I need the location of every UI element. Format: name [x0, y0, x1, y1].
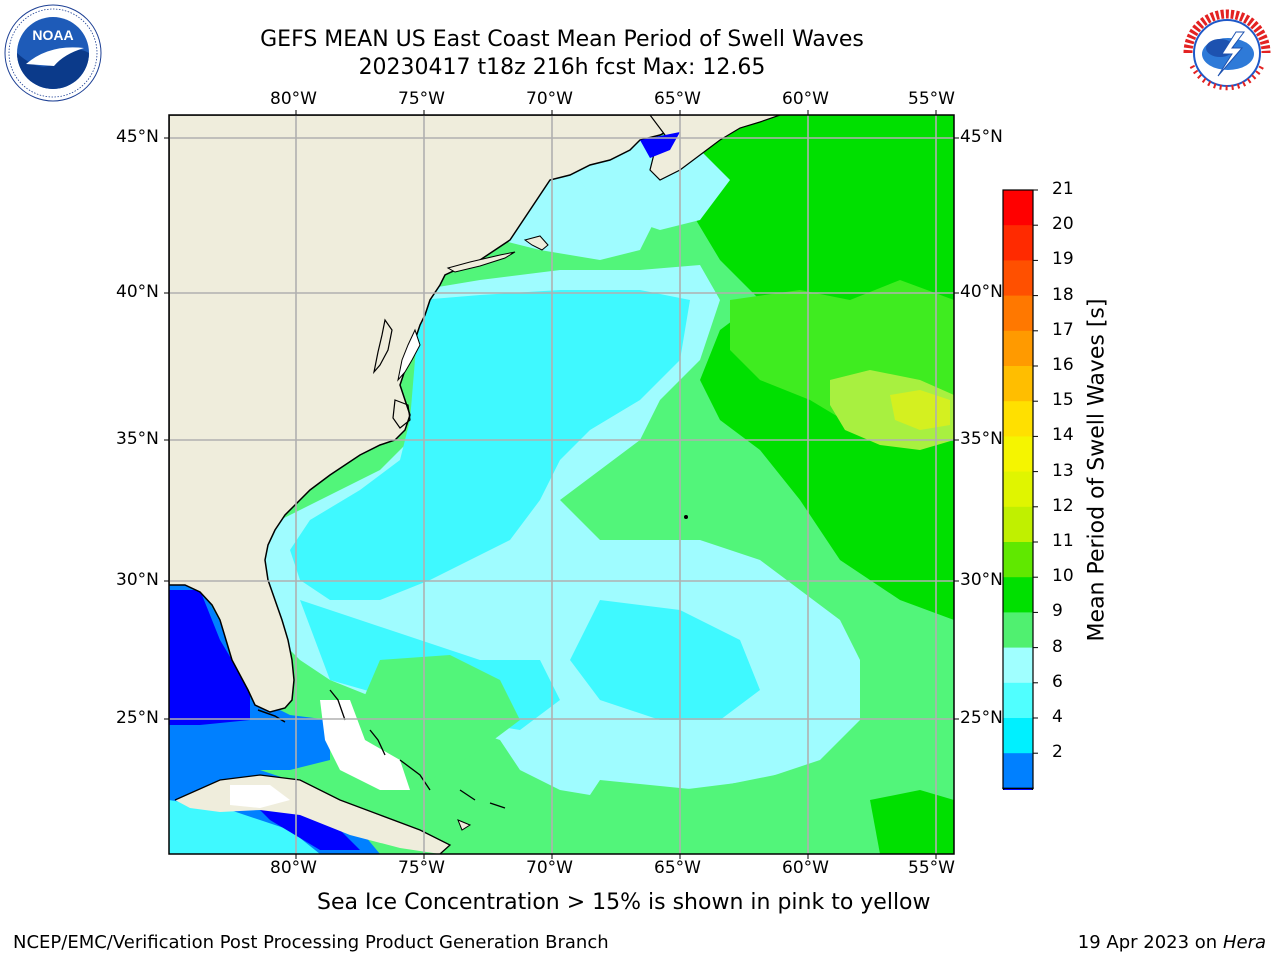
- colorbar-tick-label: 17: [1052, 319, 1074, 340]
- colorbar-segment: [1003, 612, 1033, 649]
- lat-label: 40°N: [116, 282, 159, 302]
- lon-label: 55°W: [908, 89, 955, 109]
- colorbar-segment: [1003, 506, 1033, 543]
- colorbar-tick-label: 21: [1052, 179, 1074, 199]
- footer-branch: NCEP/EMC/Verification Post Processing Pr…: [13, 932, 609, 953]
- map-title: GEFS MEAN US East Coast Mean Period of S…: [260, 27, 864, 52]
- lat-label: 45°N: [960, 127, 1003, 147]
- bahamas-land: [320, 700, 410, 790]
- colorbar-tick-label: 10: [1052, 566, 1074, 587]
- colorbar-title: Mean Period of Swell Waves [s]: [1084, 298, 1110, 642]
- footer-date-text: 19 Apr 2023 on: [1077, 932, 1218, 953]
- map-subtitle: 20230417 t18z 216h fcst Max: 12.65: [358, 55, 766, 80]
- colorbar-tick-label: 8: [1052, 636, 1063, 657]
- lon-label: 55°W: [908, 858, 955, 878]
- colorbar-tick-label: 19: [1052, 249, 1074, 270]
- footer-machine: Hera: [1222, 932, 1266, 953]
- colorbar-tick-label: 13: [1052, 460, 1074, 481]
- colorbar: [1001, 189, 1038, 790]
- colorbar-segment: [1003, 295, 1033, 332]
- colorbar-segment: [1003, 718, 1033, 754]
- lon-label: 60°W: [782, 858, 829, 878]
- colorbar-segment: [1003, 471, 1033, 508]
- colorbar-segment: [1003, 401, 1033, 437]
- colorbar-tick-label: 14: [1052, 425, 1074, 446]
- lat-label: 45°N: [116, 127, 159, 147]
- lon-label: 80°W: [270, 858, 317, 878]
- colorbar-tick-label: 11: [1052, 531, 1074, 551]
- lat-label: 30°N: [116, 570, 159, 590]
- lon-label: 80°W: [270, 89, 317, 109]
- lon-label: 70°W: [526, 89, 573, 109]
- footer-date: 19 Apr 2023 on Hera: [1078, 932, 1266, 953]
- colorbar-segment: [1003, 225, 1033, 261]
- colorbar-segment: [1003, 542, 1033, 578]
- colorbar-tick-label: 18: [1052, 284, 1074, 305]
- lon-label: 65°W: [654, 858, 701, 878]
- sea-ice-caption: Sea Ice Concentration > 15% is shown in …: [317, 890, 931, 915]
- cyan-zone: [290, 290, 690, 600]
- colorbar-segment: [1003, 647, 1033, 684]
- nws-logo: [1180, 6, 1274, 100]
- colorbar-segment: [1003, 682, 1033, 719]
- colorbar-tick-label: 15: [1052, 390, 1074, 411]
- colorbar-segment: [1003, 190, 1033, 226]
- colorbar-outline: [1002, 189, 1034, 790]
- colorbar-tick-label: 20: [1052, 214, 1074, 235]
- lon-label: 60°W: [782, 89, 829, 109]
- colorbar-tick-label: 12: [1052, 495, 1074, 516]
- lon-label: 75°W: [398, 89, 445, 109]
- max-period-zone: [830, 370, 954, 450]
- graticule: [169, 115, 954, 854]
- noaa-logo-text: NOAA: [32, 27, 73, 43]
- colorbar-tick-label: 16: [1052, 355, 1074, 375]
- lat-label: 30°N: [960, 570, 1003, 590]
- lon-label: 70°W: [526, 858, 573, 878]
- colorbar-segment: [1003, 436, 1033, 473]
- lon-label: 75°W: [398, 858, 445, 878]
- lat-label: 25°N: [116, 708, 159, 728]
- colorbar-segment: [1003, 753, 1033, 789]
- lat-label: 25°N: [960, 708, 1003, 728]
- lat-label: 40°N: [960, 282, 1003, 302]
- lat-label: 35°N: [960, 429, 1003, 449]
- colorbar-segment: [1003, 366, 1033, 402]
- colorbar-segment: [1003, 330, 1033, 367]
- colorbar-segment: [1003, 577, 1033, 613]
- map-frame: [168, 114, 955, 855]
- noaa-logo: NOAA: [4, 4, 102, 102]
- colorbar-tick-label: 4: [1052, 707, 1063, 727]
- lon-label: 65°W: [654, 89, 701, 109]
- colorbar-tick-label: 6: [1052, 671, 1063, 692]
- colorbar-segment: [1003, 260, 1033, 297]
- lat-label: 35°N: [116, 429, 159, 449]
- colorbar-tick-label: 2: [1052, 742, 1063, 763]
- colorbar-tick-label: 9: [1052, 601, 1063, 622]
